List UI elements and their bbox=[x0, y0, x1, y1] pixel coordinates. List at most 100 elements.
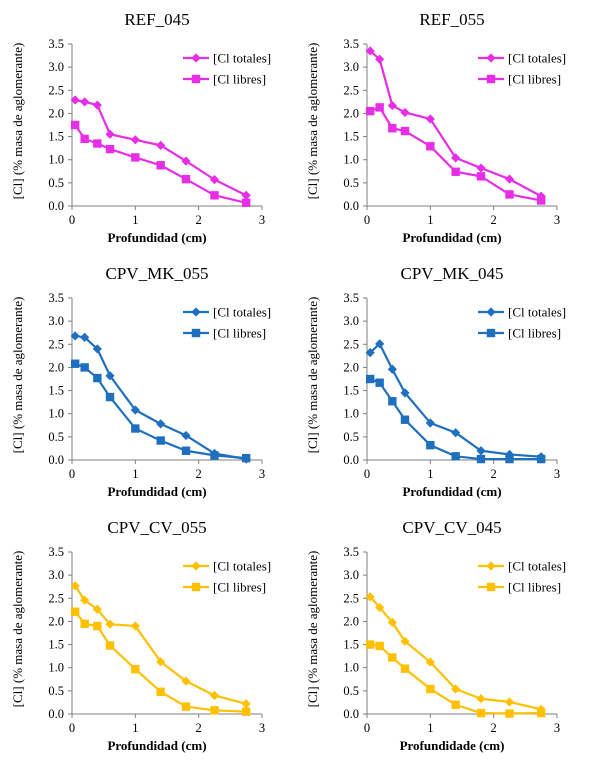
series-cl-libres-point-7 bbox=[210, 706, 219, 715]
series-cl-libres-point-7 bbox=[505, 709, 514, 718]
legend-cl-totales-label: [Cl totales] bbox=[508, 51, 566, 66]
series-cl-totales-point-2 bbox=[92, 100, 102, 110]
series-cl-libres-point-0 bbox=[70, 120, 80, 130]
series-cl-totales-point-6 bbox=[476, 446, 486, 456]
y-tick-label: 2.0 bbox=[48, 106, 64, 120]
x-tick-label: 0 bbox=[69, 467, 75, 481]
series-cl-libres-point-3 bbox=[105, 392, 115, 402]
series-cl-totales-point-7 bbox=[209, 690, 220, 701]
series-cl-libres-point-0 bbox=[70, 607, 80, 616]
x-tick-label: 2 bbox=[196, 213, 202, 227]
legend-cl-libres-swatch-point-0 bbox=[191, 582, 201, 592]
series-cl-libres-point-8 bbox=[536, 196, 546, 205]
y-tick-label: 0.5 bbox=[343, 684, 359, 698]
series-cl-libres-point-1 bbox=[80, 363, 89, 372]
chart-title: REF_055 bbox=[419, 10, 484, 29]
legend-cl-totales-label: [Cl totales] bbox=[508, 305, 566, 320]
x-tick-label: 2 bbox=[491, 213, 497, 227]
x-tick-label: 3 bbox=[259, 467, 265, 481]
x-tick-label: 0 bbox=[364, 213, 370, 227]
series-cl-totales-point-2 bbox=[387, 364, 397, 374]
y-tick-label: 3.5 bbox=[48, 37, 64, 51]
x-tick-label: 3 bbox=[554, 721, 560, 735]
y-tick-label: 1.0 bbox=[48, 661, 64, 675]
y-tick-label: 2.5 bbox=[48, 83, 64, 97]
chart-title: CPV_MK_045 bbox=[401, 264, 504, 283]
x-axis-label: Profundidad (cm) bbox=[107, 230, 206, 245]
series-cl-libres bbox=[365, 103, 546, 205]
y-axis-label: [Cl] (% masa de aglomerante) bbox=[10, 297, 25, 454]
series-cl-libres-point-1 bbox=[80, 619, 89, 628]
y-tick-label: 3.5 bbox=[48, 545, 64, 559]
series-cl-totales-point-4 bbox=[425, 418, 435, 428]
series-cl-totales-point-0 bbox=[70, 331, 80, 341]
y-tick-label: 1.0 bbox=[343, 153, 359, 167]
series-cl-libres-point-5 bbox=[156, 436, 165, 445]
series-cl-libres-point-1 bbox=[375, 641, 384, 651]
y-tick-label: 0.5 bbox=[48, 430, 64, 444]
legend: [Cl totales] [Cl libres] bbox=[478, 305, 566, 341]
series-cl-libres-point-3 bbox=[105, 641, 115, 650]
chart-cpv-cv-055: CPV_CV_055 0.0 0.5 1.0 1.5 2.0 2.5 3.0 3.5 0 1 2 3 Pr… bbox=[0, 508, 294, 762]
series-cl-libres-point-2 bbox=[93, 373, 102, 383]
series-cl-totales-point-6 bbox=[476, 163, 486, 173]
y-tick-label: 3.0 bbox=[343, 60, 359, 74]
series-cl-libres-point-5 bbox=[451, 700, 460, 709]
y-tick-label: 1.5 bbox=[48, 638, 64, 652]
legend-cl-totales-swatch-point-0 bbox=[191, 53, 201, 63]
legend-cl-libres-label: [Cl libres] bbox=[508, 580, 561, 595]
series-cl-totales-point-2 bbox=[92, 604, 102, 614]
series-cl-libres-point-5 bbox=[156, 161, 165, 170]
series-cl-totales-point-5 bbox=[156, 140, 166, 150]
y-tick-label: 3.0 bbox=[343, 568, 359, 582]
y-tick-label: 0.5 bbox=[48, 176, 64, 190]
chart-title: CPV_CV_055 bbox=[107, 518, 206, 537]
series-cl-libres-point-1 bbox=[80, 134, 89, 144]
y-tick-label: 3.0 bbox=[48, 568, 64, 582]
legend-cl-libres-swatch-point-0 bbox=[191, 328, 201, 338]
series-cl-totales-point-4 bbox=[130, 135, 140, 145]
series-cl-totales-point-3 bbox=[400, 107, 410, 118]
y-tick-label: 3.0 bbox=[343, 314, 359, 328]
series-cl-libres-point-6 bbox=[181, 446, 191, 455]
y-tick-label: 2.0 bbox=[343, 360, 359, 374]
y-tick-label: 1.5 bbox=[48, 130, 64, 144]
series-cl-totales-point-1 bbox=[80, 595, 90, 605]
series-cl-libres bbox=[70, 120, 251, 207]
series-cl-libres-point-6 bbox=[476, 454, 486, 464]
series-cl-libres-point-3 bbox=[400, 664, 410, 673]
series-cl-libres-point-6 bbox=[181, 174, 191, 184]
y-tick-label: 0.0 bbox=[48, 707, 64, 721]
x-tick-label: 2 bbox=[491, 721, 497, 735]
chart-svg: REF_055 0.0 0.5 1.0 1.5 2.0 2.5 3.0 3.5 0 1 2 3 Profu… bbox=[305, 10, 566, 245]
x-axis-label: Profundidad (cm) bbox=[402, 230, 501, 245]
x-tick-label: 0 bbox=[69, 721, 75, 735]
chart-svg: REF_045 0.0 0.5 1.0 1.5 2.0 2.5 3.0 3.5 0 1 2 3 Profu… bbox=[10, 10, 271, 245]
series-cl-libres-point-1 bbox=[375, 103, 384, 112]
series-cl-libres-point-8 bbox=[536, 708, 546, 718]
chart-title: REF_045 bbox=[124, 10, 189, 29]
series-cl-libres-point-6 bbox=[476, 172, 486, 181]
y-tick-label: 0.0 bbox=[343, 453, 359, 467]
series-cl-libres-point-3 bbox=[400, 126, 410, 136]
series-cl-libres-point-7 bbox=[210, 451, 219, 460]
y-axis-label: [Cl] (% masa de aglomerante) bbox=[305, 43, 320, 200]
legend-cl-totales-label: [Cl totales] bbox=[213, 559, 271, 574]
y-tick-label: 1.5 bbox=[343, 130, 359, 144]
x-axis-label: Profundidad (cm) bbox=[402, 484, 501, 499]
series-cl-libres-point-7 bbox=[505, 454, 514, 464]
y-tick-label: 2.5 bbox=[48, 591, 64, 605]
series-cl-libres-point-8 bbox=[241, 453, 251, 463]
y-axis-label: [Cl] (% masa de aglomerante) bbox=[10, 551, 25, 708]
legend: [Cl totales] [Cl libres] bbox=[478, 559, 566, 595]
series-cl-totales-point-3 bbox=[400, 636, 410, 646]
series-cl-totales bbox=[365, 46, 546, 201]
chart-ref-055: REF_055 0.0 0.5 1.0 1.5 2.0 2.5 3.0 3.5 0 1 2 3 Profu… bbox=[295, 0, 589, 254]
y-tick-label: 1.5 bbox=[343, 384, 359, 398]
y-tick-label: 2.5 bbox=[343, 83, 359, 97]
series-cl-libres-point-8 bbox=[536, 454, 546, 464]
y-tick-label: 2.5 bbox=[48, 337, 64, 351]
series-cl-totales bbox=[70, 95, 251, 200]
legend-cl-totales-label: [Cl totales] bbox=[213, 51, 271, 66]
